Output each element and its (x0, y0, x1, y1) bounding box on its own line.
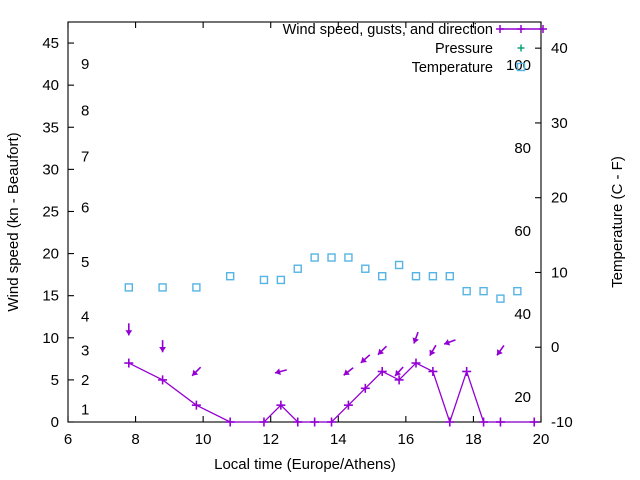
arrow-head (343, 369, 350, 376)
y2-axis-tick-label: 10 (551, 264, 568, 281)
y-axis-tick-label: 40 (42, 77, 59, 94)
arrow-head (429, 349, 436, 356)
y-axis-tick-label: 20 (42, 246, 59, 263)
y-axis-tick-label: 15 (42, 288, 59, 305)
legend-label: Wind speed, gusts, and direction (283, 22, 493, 38)
arrow-head (360, 356, 367, 363)
legend-label: Pressure (435, 41, 493, 57)
beaufort-label: 6 (81, 199, 89, 216)
x-axis-tick-label: 20 (533, 431, 550, 448)
fahrenheit-label: 20 (514, 389, 531, 406)
x-axis-tick-label: 8 (131, 431, 139, 448)
x-axis-title: Local time (Europe/Athens) (214, 456, 396, 473)
beaufort-label: 9 (81, 56, 89, 73)
beaufort-label: 7 (81, 149, 89, 166)
arrow-head (377, 348, 385, 355)
y-axis-title: Wind speed (kn - Beaufort) (5, 132, 22, 311)
data-point (496, 294, 505, 303)
data-point (378, 272, 387, 281)
series-wind-speed (124, 358, 539, 427)
arrow-head (159, 347, 166, 353)
beaufort-label: 4 (81, 309, 89, 326)
y2-axis-tick-label: -10 (551, 414, 573, 431)
y-axis-tick-label: 5 (51, 372, 59, 389)
arrow-head (275, 368, 281, 375)
arrow-head (496, 349, 503, 356)
data-point (411, 272, 421, 281)
fahrenheit-label: 80 (514, 140, 531, 157)
data-point (158, 283, 167, 292)
chart-legend: Wind speed, gusts, and direction Pressure… (283, 22, 547, 76)
data-point (445, 272, 454, 281)
data-point (192, 283, 201, 292)
data-point (259, 275, 269, 285)
beaufort-label: 1 (81, 401, 89, 418)
arrow-head (125, 330, 133, 336)
series-line (128, 362, 535, 425)
data-point (513, 286, 522, 296)
y-axis-tick-label: 10 (42, 330, 59, 347)
y2-axis-tick-label: 30 (551, 115, 568, 132)
y-axis-tick-label: 30 (42, 161, 59, 178)
fahrenheit-label: 100 (506, 57, 531, 74)
arrow-head (412, 337, 419, 344)
data-point (344, 253, 353, 262)
y-axis-tick-label: 35 (42, 119, 59, 136)
y-axis-tick-label: 25 (42, 203, 59, 220)
legend-label: Temperature (412, 60, 493, 76)
y2-axis-tick-label: 40 (551, 40, 568, 57)
arrow-head (395, 369, 402, 376)
x-axis-tick-label: 10 (195, 431, 212, 448)
data-point (462, 286, 471, 296)
x-axis-tick-label: 16 (398, 431, 415, 448)
data-point (428, 272, 438, 281)
data-point (479, 286, 488, 296)
legend-marker (516, 62, 526, 72)
fahrenheit-label: 60 (514, 223, 531, 240)
beaufort-label: 8 (81, 102, 89, 119)
x-axis-tick-label: 18 (465, 431, 482, 448)
beaufort-label: 3 (81, 342, 89, 359)
arrow-head (192, 369, 199, 376)
x-axis-tick-label: 6 (64, 431, 72, 448)
data-point (327, 253, 336, 262)
plot-frame (67, 21, 542, 423)
arrow-head (444, 339, 451, 346)
data-point (225, 272, 235, 281)
y2-axis-tick-label: 0 (551, 339, 559, 356)
wind-direction-arrows (125, 323, 505, 377)
y2-axis-tick-label: 20 (551, 190, 568, 207)
y2-axis-title: Temperature (C - F) (609, 156, 626, 288)
x-axis-tick-label: 12 (262, 431, 279, 448)
data-point (310, 253, 319, 262)
y-axis-tick-label: 45 (42, 35, 59, 52)
series-temperature (124, 253, 522, 303)
beaufort-label: 2 (81, 372, 89, 389)
fahrenheit-label: 40 (514, 306, 531, 323)
x-axis-tick-label: 14 (330, 431, 347, 448)
data-point (276, 275, 286, 285)
data-point (124, 283, 134, 292)
data-point (361, 264, 370, 273)
y-axis-tick-label: 0 (51, 414, 59, 431)
data-point (293, 264, 302, 273)
beaufort-label: 5 (81, 254, 89, 271)
data-point (394, 260, 404, 270)
